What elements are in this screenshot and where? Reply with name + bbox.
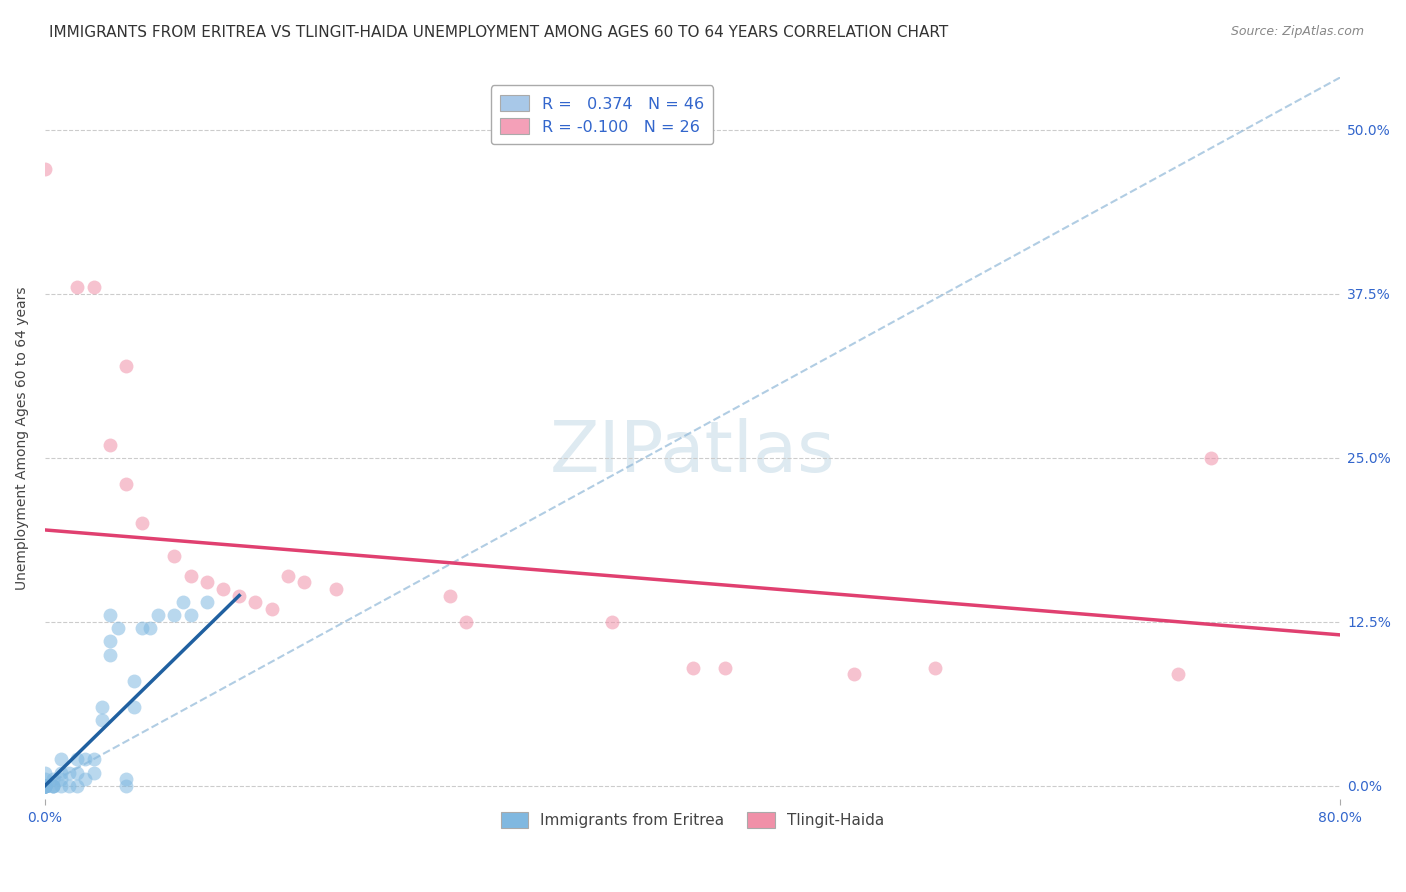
- Point: [163, 608, 186, 623]
- Point: [682, 661, 704, 675]
- Point: [600, 615, 623, 629]
- Point: [212, 582, 235, 596]
- Point: [42, 779, 65, 793]
- Text: Source: ZipAtlas.com: Source: ZipAtlas.com: [1230, 25, 1364, 38]
- Point: [34, 779, 56, 793]
- Point: [34, 779, 56, 793]
- Point: [245, 595, 267, 609]
- Point: [51, 752, 73, 766]
- Point: [34, 779, 56, 793]
- Text: IMMIGRANTS FROM ERITREA VS TLINGIT-HAIDA UNEMPLOYMENT AMONG AGES 60 TO 64 YEARS : IMMIGRANTS FROM ERITREA VS TLINGIT-HAIDA…: [49, 25, 949, 40]
- Y-axis label: Unemployment Among Ages 60 to 64 years: Unemployment Among Ages 60 to 64 years: [15, 286, 30, 590]
- Point: [1199, 450, 1222, 465]
- Point: [98, 634, 121, 648]
- Point: [139, 621, 162, 635]
- Point: [66, 752, 89, 766]
- Point: [115, 772, 138, 786]
- Point: [58, 765, 80, 780]
- Point: [163, 549, 186, 564]
- Point: [66, 280, 89, 294]
- Point: [1167, 667, 1189, 681]
- Point: [195, 595, 218, 609]
- Text: ZIPatlas: ZIPatlas: [550, 418, 835, 487]
- Point: [228, 589, 250, 603]
- Point: [924, 661, 946, 675]
- Point: [83, 765, 105, 780]
- Point: [51, 779, 73, 793]
- Point: [75, 772, 97, 786]
- Point: [260, 601, 283, 615]
- Point: [115, 359, 138, 373]
- Point: [58, 779, 80, 793]
- Point: [34, 779, 56, 793]
- Point: [180, 608, 202, 623]
- Point: [115, 477, 138, 491]
- Point: [98, 648, 121, 662]
- Point: [34, 779, 56, 793]
- Point: [34, 779, 56, 793]
- Point: [325, 582, 347, 596]
- Point: [90, 713, 112, 727]
- Point: [122, 700, 145, 714]
- Point: [439, 589, 461, 603]
- Point: [172, 595, 194, 609]
- Point: [131, 621, 153, 635]
- Point: [34, 779, 56, 793]
- Point: [34, 772, 56, 786]
- Legend: Immigrants from Eritrea, Tlingit-Haida: Immigrants from Eritrea, Tlingit-Haida: [495, 806, 890, 835]
- Point: [98, 608, 121, 623]
- Point: [180, 569, 202, 583]
- Point: [90, 700, 112, 714]
- Point: [42, 779, 65, 793]
- Point: [195, 575, 218, 590]
- Point: [34, 779, 56, 793]
- Point: [454, 615, 477, 629]
- Point: [75, 752, 97, 766]
- Point: [277, 569, 299, 583]
- Point: [34, 765, 56, 780]
- Point: [83, 752, 105, 766]
- Point: [66, 765, 89, 780]
- Point: [122, 673, 145, 688]
- Point: [714, 661, 737, 675]
- Point: [107, 621, 129, 635]
- Point: [844, 667, 866, 681]
- Point: [115, 779, 138, 793]
- Point: [42, 772, 65, 786]
- Point: [34, 162, 56, 177]
- Point: [148, 608, 170, 623]
- Point: [34, 779, 56, 793]
- Point: [83, 280, 105, 294]
- Point: [98, 438, 121, 452]
- Point: [42, 779, 65, 793]
- Point: [292, 575, 315, 590]
- Point: [131, 516, 153, 531]
- Point: [66, 779, 89, 793]
- Point: [51, 765, 73, 780]
- Point: [51, 772, 73, 786]
- Point: [34, 779, 56, 793]
